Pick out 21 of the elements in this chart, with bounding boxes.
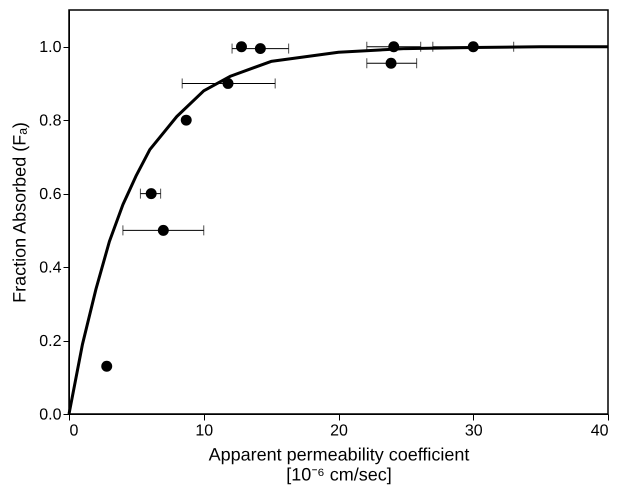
y-tick-label: 0.6	[39, 186, 62, 204]
x-tick-label: 10	[195, 422, 214, 440]
x-tick-label: 30	[464, 422, 483, 440]
x-tick-label: 40	[590, 422, 609, 440]
x-axis-title: Apparent permeability coefficient [10⁻⁶ cm/sec]	[208, 444, 470, 484]
y-tick-label: 0.8	[39, 112, 62, 130]
x-tick-label: 20	[330, 422, 348, 440]
point	[236, 41, 247, 52]
y-axis-title: Fraction Absorbed (Fₐ)	[9, 122, 30, 303]
x-tick-label: 0	[70, 422, 78, 440]
y-tick-label: 0.2	[39, 333, 62, 350]
point	[158, 224, 169, 236]
y-tick-label: 0.4	[39, 260, 62, 277]
point	[146, 188, 157, 200]
point	[386, 58, 397, 69]
point	[101, 360, 112, 372]
point	[180, 114, 192, 126]
point	[222, 78, 234, 89]
y-tick-label: 1.0	[39, 39, 62, 56]
y-tick-label: 0.0	[39, 406, 62, 424]
point	[254, 43, 266, 54]
